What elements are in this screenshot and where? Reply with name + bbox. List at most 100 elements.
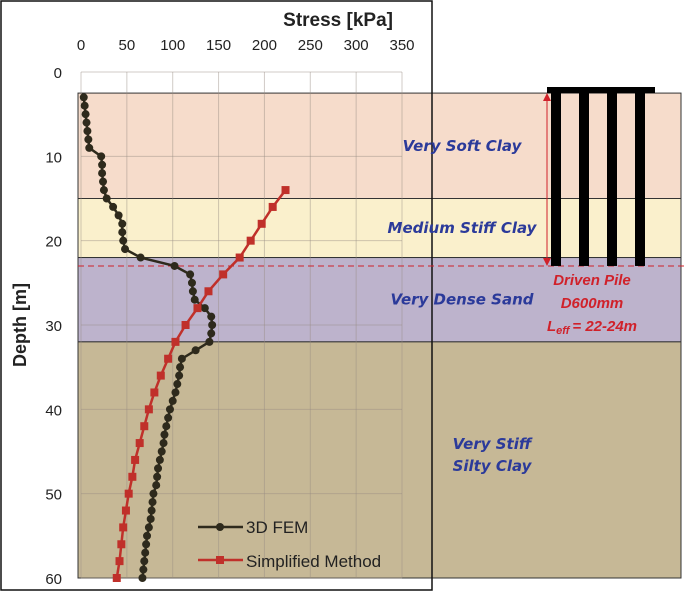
data-point [146,514,155,523]
data-point [121,245,130,254]
data-point [118,228,127,237]
data-point [208,321,217,329]
data-point [171,337,180,346]
data-point [143,531,152,540]
tick-labels: 0 50 100 150 200 250 300 350 0 10 20 30 40 50 60 [45,37,414,588]
data-point [136,253,145,262]
series-group [79,93,290,582]
data-point [140,557,149,566]
data-point [152,481,161,490]
data-point [257,219,266,228]
data-point [176,363,185,372]
data-point [142,540,151,549]
data-point [235,253,244,262]
soil-layer [77,92,682,199]
data-point [186,270,195,279]
pile-shaft [579,92,589,266]
data-point [139,565,148,574]
layer-label: Medium Stiff Clay [388,219,538,237]
data-point [141,548,150,557]
data-point [190,295,199,304]
data-point [102,194,111,203]
data-point [150,388,159,397]
soil-layer [77,198,682,259]
data-point [131,455,140,464]
data-point [191,346,200,355]
data-point [81,110,90,119]
data-point [124,489,133,498]
data-point [205,337,214,346]
data-point [99,186,108,195]
data-point [173,380,182,389]
data-point [83,127,92,136]
data-point [281,186,290,195]
data-point [159,439,168,448]
x-tick-label: 0 [77,37,85,54]
arrow-up-icon [543,93,551,101]
pile-length-prefix: L [547,318,556,335]
data-point [164,354,173,363]
data-point [138,574,147,582]
legend-simplified-marker [216,556,224,564]
pile-length: Leff = 22-24m [547,318,637,337]
pile-shaft [607,92,617,266]
data-point [157,447,166,456]
data-point [97,152,106,161]
data-point [148,498,157,507]
x-tick-label: 100 [160,37,185,54]
pile-label: Driven Pile [553,272,631,289]
pile-annotation: Driven Pile D600mm Leff = 22-24m [547,272,637,337]
data-point [98,160,107,169]
data-point [140,422,149,431]
soil-layer [77,257,682,343]
data-point [99,177,108,186]
y-tick-label: 60 [45,571,62,588]
data-point [144,523,153,532]
x-tick-label: 150 [206,37,231,54]
x-tick-label: 350 [389,37,414,54]
data-point [117,540,126,549]
pile-diameter: D600mm [561,295,624,312]
data-point [79,93,88,102]
pile-length-value: = 22-24m [572,318,637,335]
data-point [153,472,162,481]
y-tick-label: 0 [54,65,62,82]
grid [80,71,403,579]
y-tick-label: 20 [45,234,62,251]
layer-labels: Very Soft Clay Medium Stiff Clay Very Dens… [388,137,538,475]
pile-cap [547,87,655,93]
data-point [80,101,89,110]
y-tick-label: 30 [45,318,62,335]
data-point [175,371,184,380]
pile-group [78,87,685,267]
data-point [160,430,169,439]
legend-fem-marker [216,523,224,531]
data-point [119,236,128,245]
data-point [246,236,255,245]
data-point [187,278,196,287]
layer-label: Silty Clay [453,457,533,475]
chart-frame [0,0,433,591]
data-point [193,304,202,313]
data-point [82,118,91,127]
x-tick-label: 200 [252,37,277,54]
data-point [147,506,156,515]
pile-length-sub: eff [556,325,571,337]
data-point [85,143,94,152]
layer-label: Very Stiff [453,435,533,453]
data-point [112,574,121,582]
data-point [165,405,174,414]
data-point [170,261,179,270]
data-point [84,135,93,144]
legend: 3D FEM Simplified Method [198,518,381,571]
data-point [114,211,123,220]
soil-layers [77,92,682,579]
data-point [207,312,216,321]
data-point [162,422,171,431]
data-point [177,354,186,363]
legend-fem-label: 3D FEM [246,518,308,537]
data-point [156,371,165,380]
data-point [207,329,216,338]
layer-label: Very Soft Clay [403,137,523,155]
